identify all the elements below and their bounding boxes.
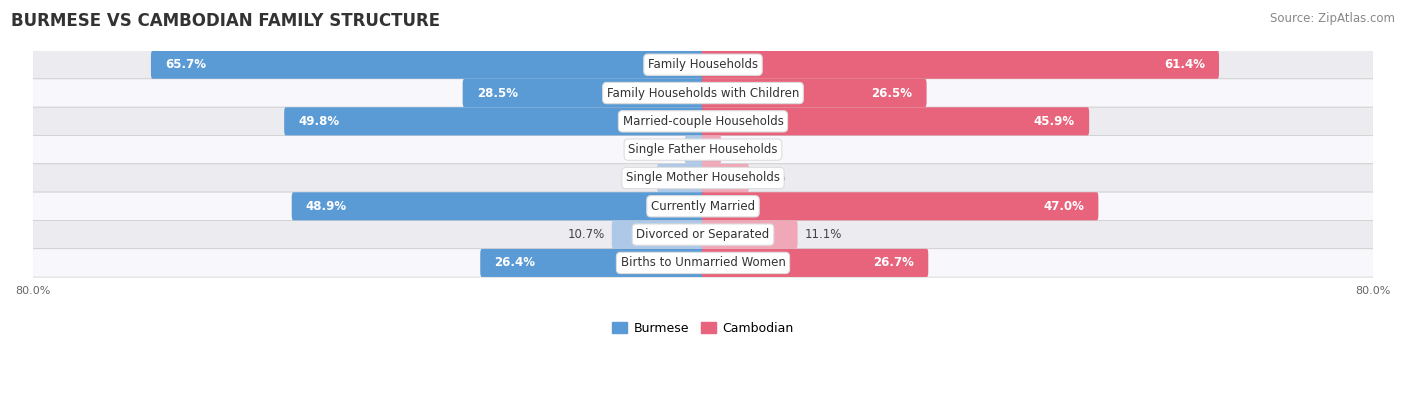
FancyBboxPatch shape	[32, 51, 1374, 79]
Text: Single Father Households: Single Father Households	[628, 143, 778, 156]
FancyBboxPatch shape	[150, 51, 704, 79]
FancyBboxPatch shape	[702, 164, 749, 192]
FancyBboxPatch shape	[32, 107, 1374, 135]
Text: Currently Married: Currently Married	[651, 200, 755, 213]
Text: 26.4%: 26.4%	[495, 256, 536, 269]
Text: 61.4%: 61.4%	[1164, 58, 1205, 71]
Text: 5.3%: 5.3%	[620, 171, 650, 184]
FancyBboxPatch shape	[32, 135, 1374, 164]
Text: 48.9%: 48.9%	[307, 200, 347, 213]
FancyBboxPatch shape	[657, 164, 704, 192]
FancyBboxPatch shape	[32, 192, 1374, 220]
FancyBboxPatch shape	[32, 164, 1374, 192]
FancyBboxPatch shape	[702, 135, 721, 164]
Text: 26.5%: 26.5%	[872, 87, 912, 100]
Text: 47.0%: 47.0%	[1043, 200, 1084, 213]
Text: 65.7%: 65.7%	[165, 58, 207, 71]
FancyBboxPatch shape	[685, 135, 704, 164]
FancyBboxPatch shape	[291, 192, 704, 220]
Text: 10.7%: 10.7%	[568, 228, 605, 241]
Text: Family Households: Family Households	[648, 58, 758, 71]
Text: 5.3%: 5.3%	[756, 171, 786, 184]
FancyBboxPatch shape	[702, 192, 1098, 220]
FancyBboxPatch shape	[32, 79, 1374, 107]
Text: Divorced or Separated: Divorced or Separated	[637, 228, 769, 241]
Text: 45.9%: 45.9%	[1033, 115, 1076, 128]
Text: Single Mother Households: Single Mother Households	[626, 171, 780, 184]
Text: 2.0%: 2.0%	[728, 143, 758, 156]
Text: 2.0%: 2.0%	[648, 143, 678, 156]
Text: Births to Unmarried Women: Births to Unmarried Women	[620, 256, 786, 269]
FancyBboxPatch shape	[702, 107, 1090, 135]
Text: 28.5%: 28.5%	[477, 87, 517, 100]
FancyBboxPatch shape	[32, 249, 1374, 277]
Legend: Burmese, Cambodian: Burmese, Cambodian	[607, 317, 799, 340]
Text: Married-couple Households: Married-couple Households	[623, 115, 783, 128]
FancyBboxPatch shape	[702, 51, 1219, 79]
FancyBboxPatch shape	[463, 79, 704, 107]
Text: Source: ZipAtlas.com: Source: ZipAtlas.com	[1270, 12, 1395, 25]
FancyBboxPatch shape	[702, 79, 927, 107]
FancyBboxPatch shape	[284, 107, 704, 135]
Text: Family Households with Children: Family Households with Children	[607, 87, 799, 100]
FancyBboxPatch shape	[702, 249, 928, 277]
FancyBboxPatch shape	[702, 220, 797, 249]
Text: 26.7%: 26.7%	[873, 256, 914, 269]
Text: 49.8%: 49.8%	[298, 115, 339, 128]
Text: BURMESE VS CAMBODIAN FAMILY STRUCTURE: BURMESE VS CAMBODIAN FAMILY STRUCTURE	[11, 12, 440, 30]
FancyBboxPatch shape	[32, 220, 1374, 249]
FancyBboxPatch shape	[481, 249, 704, 277]
Text: 11.1%: 11.1%	[804, 228, 842, 241]
FancyBboxPatch shape	[612, 220, 704, 249]
